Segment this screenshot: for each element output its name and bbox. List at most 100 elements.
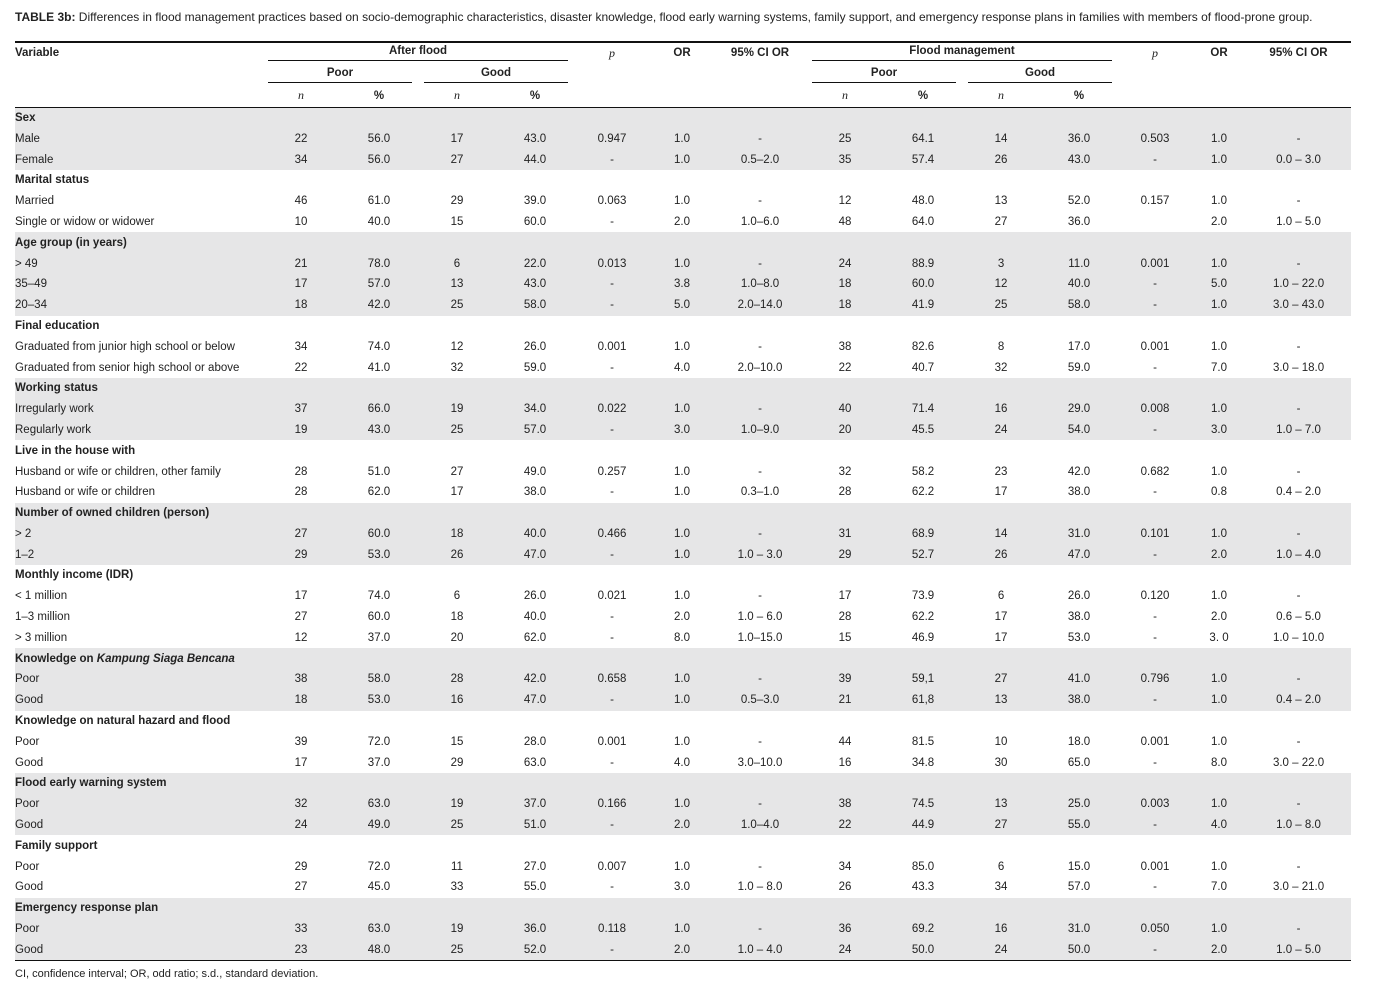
cell-after-good-pct: 62.0 — [523, 631, 547, 644]
table-row: Poor 29 72.0 11 27.0 0.007 1.0 - 34 85.0 6 15.0 0.00… — [15, 856, 1351, 877]
cell-variable: Poor — [15, 860, 40, 873]
cell-after-p: - — [610, 486, 614, 499]
cell-after-ci: - — [758, 735, 762, 748]
cell-mgmt-good-pct: 38.0 — [1040, 689, 1119, 711]
cell-after-ci: 0.5–3.0 — [714, 689, 807, 711]
cell-mgmt-poor-pct: 82.6 — [911, 340, 935, 353]
header-p-2: p — [1152, 45, 1159, 60]
cell-mgmt-good-n: 27 — [962, 669, 1041, 690]
cell-after-good-pct: 26.0 — [523, 340, 547, 353]
cell-after-poor-n: 12 — [294, 631, 308, 644]
cell-mgmt-poor-pct: 68.9 — [884, 523, 963, 545]
cell-after-ci: 1.0–4.0 — [714, 814, 807, 836]
cell-after-p: 0.947 — [574, 128, 651, 150]
cell-after-p: - — [574, 689, 651, 711]
cell-after-poor-n: 27 — [294, 881, 308, 894]
header-flood-management: Flood management — [806, 42, 1118, 64]
group-header-row: Monthly income (IDR) — [15, 565, 1351, 586]
caption-text: Differences in flood management practice… — [75, 10, 1313, 24]
cell-after-poor-n: 18 — [262, 689, 340, 711]
results-table: Variable After flood p OR 95% CI OR Floo… — [15, 41, 1352, 961]
cell-after-or: 1.0 — [674, 590, 691, 603]
cell-after-or: 1.0 — [674, 860, 691, 873]
cell-after-or: 5.0 — [650, 294, 715, 316]
header-ci: 95% CI OR — [730, 47, 790, 60]
cell-mgmt-poor-pct: 69.2 — [884, 918, 963, 940]
group-label: Knowledge on natural hazard and flood — [15, 711, 1351, 732]
cell-mgmt-poor-pct: 88.9 — [884, 253, 963, 274]
cell-after-good-pct: 34.0 — [496, 398, 575, 420]
cell-after-ci: - — [714, 398, 807, 420]
table-footnote: CI, confidence interval; OR, odd ratio; … — [15, 968, 319, 980]
cell-mgmt-p: - — [1118, 149, 1193, 170]
cell-mgmt-ci: 1.0 – 4.0 — [1246, 544, 1352, 566]
cell-after-good-n: 15 — [450, 735, 464, 748]
cell-mgmt-poor-pct: 74.5 — [884, 793, 963, 815]
cell-mgmt-ci: - — [1246, 918, 1352, 940]
cell-after-or: 1.0 — [650, 253, 715, 274]
cell-after-ci: - — [758, 195, 762, 208]
cell-mgmt-p: - — [1118, 294, 1193, 316]
cell-after-or: 1.0 — [650, 544, 715, 566]
cell-after-ci: - — [714, 669, 807, 690]
cell-mgmt-poor-pct: 61,8 — [884, 689, 963, 711]
cell-mgmt-or: 1.0 — [1211, 735, 1228, 748]
group-label: Family support — [15, 835, 1351, 856]
cell-mgmt-p: 0.001 — [1118, 253, 1193, 274]
cell-after-ci: 3.0–10.0 — [737, 756, 783, 769]
cell-after-p: 0.022 — [574, 398, 651, 420]
cell-mgmt-poor-pct: 50.0 — [884, 939, 963, 961]
cell-mgmt-p: 0.120 — [1140, 590, 1170, 603]
cell-after-good-pct: 40.0 — [496, 523, 575, 545]
cell-variable: Graduated from junior high school or bel… — [15, 340, 235, 353]
cell-mgmt-good-n: 14 — [962, 128, 1041, 150]
group-header-row: Number of owned children (person) — [15, 502, 1352, 524]
cell-after-p: - — [574, 149, 651, 170]
cell-mgmt-ci: 3.0 – 21.0 — [1272, 881, 1325, 894]
cell-mgmt-p: - — [1153, 611, 1157, 624]
cell-after-poor-pct: 37.0 — [367, 631, 391, 644]
table-row: Poor 38 58.0 28 42.0 0.658 1.0-39 59,1 27 41.0 0.7… — [15, 669, 1352, 690]
cell-mgmt-or: 1.0 — [1192, 128, 1247, 150]
header-pct: % — [529, 89, 541, 102]
cell-after-poor-pct: 45.0 — [367, 881, 391, 894]
cell-mgmt-ci: 3.0 – 22.0 — [1272, 756, 1325, 769]
cell-after-poor-n: 46 — [294, 195, 308, 208]
cell-after-good-n: 27 — [418, 149, 496, 170]
cell-mgmt-ci: 3.0 – 18.0 — [1272, 361, 1325, 374]
cell-mgmt-good-n: 25 — [962, 294, 1041, 316]
cell-mgmt-p: 0.050 — [1118, 918, 1193, 940]
table-row: > 2 27 60.0 18 40.0 0.466 1.0-31 68.9 14 31.0 0.10… — [15, 523, 1352, 545]
cell-mgmt-poor-n: 36 — [806, 918, 885, 940]
header-or-2: OR — [1210, 47, 1228, 60]
cell-mgmt-poor-n: 28 — [838, 611, 852, 624]
table-row: < 1 million 17 74.0 6 26.0 0.021 1.0 - 17 73.9 6 26… — [15, 586, 1351, 607]
cell-after-p: 0.001 — [597, 735, 627, 748]
cell-mgmt-or: 1.0 — [1192, 793, 1247, 815]
cell-after-good-n: 18 — [418, 523, 496, 545]
cell-mgmt-good-pct: 52.0 — [1067, 195, 1091, 208]
cell-after-p: - — [610, 631, 614, 644]
cell-mgmt-or: 1.0 — [1211, 465, 1228, 478]
cell-after-poor-pct: 51.0 — [367, 465, 391, 478]
group-label-text: Emergency response plan — [15, 902, 159, 915]
cell-mgmt-poor-n: 28 — [838, 486, 852, 499]
cell-after-ci: 0.3–1.0 — [740, 486, 780, 499]
group-label: Working status — [15, 377, 1352, 399]
cell-after-good-n: 19 — [418, 398, 496, 420]
cell-mgmt-poor-pct: 44.9 — [884, 814, 963, 836]
cell-variable: > 49 — [15, 253, 262, 274]
cell-mgmt-good-n: 23 — [994, 465, 1008, 478]
cell-mgmt-poor-n: 17 — [838, 590, 852, 603]
group-header-row: Sex — [15, 107, 1352, 129]
cell-after-p: 0.257 — [597, 465, 627, 478]
cell-after-poor-n: 28 — [294, 465, 308, 478]
group-label-text: Live in the house with — [15, 444, 136, 457]
cell-mgmt-poor-n: 22 — [806, 814, 885, 836]
group-label: Number of owned children (person) — [15, 502, 1352, 524]
cell-mgmt-good-pct: 38.0 — [1067, 611, 1091, 624]
cell-mgmt-p: 0.001 — [1140, 735, 1170, 748]
cell-mgmt-ci: 1.0 – 7.0 — [1246, 419, 1352, 441]
group-header-row: Live in the house with — [15, 440, 1351, 461]
group-label: Flood early warning system — [15, 773, 1352, 794]
